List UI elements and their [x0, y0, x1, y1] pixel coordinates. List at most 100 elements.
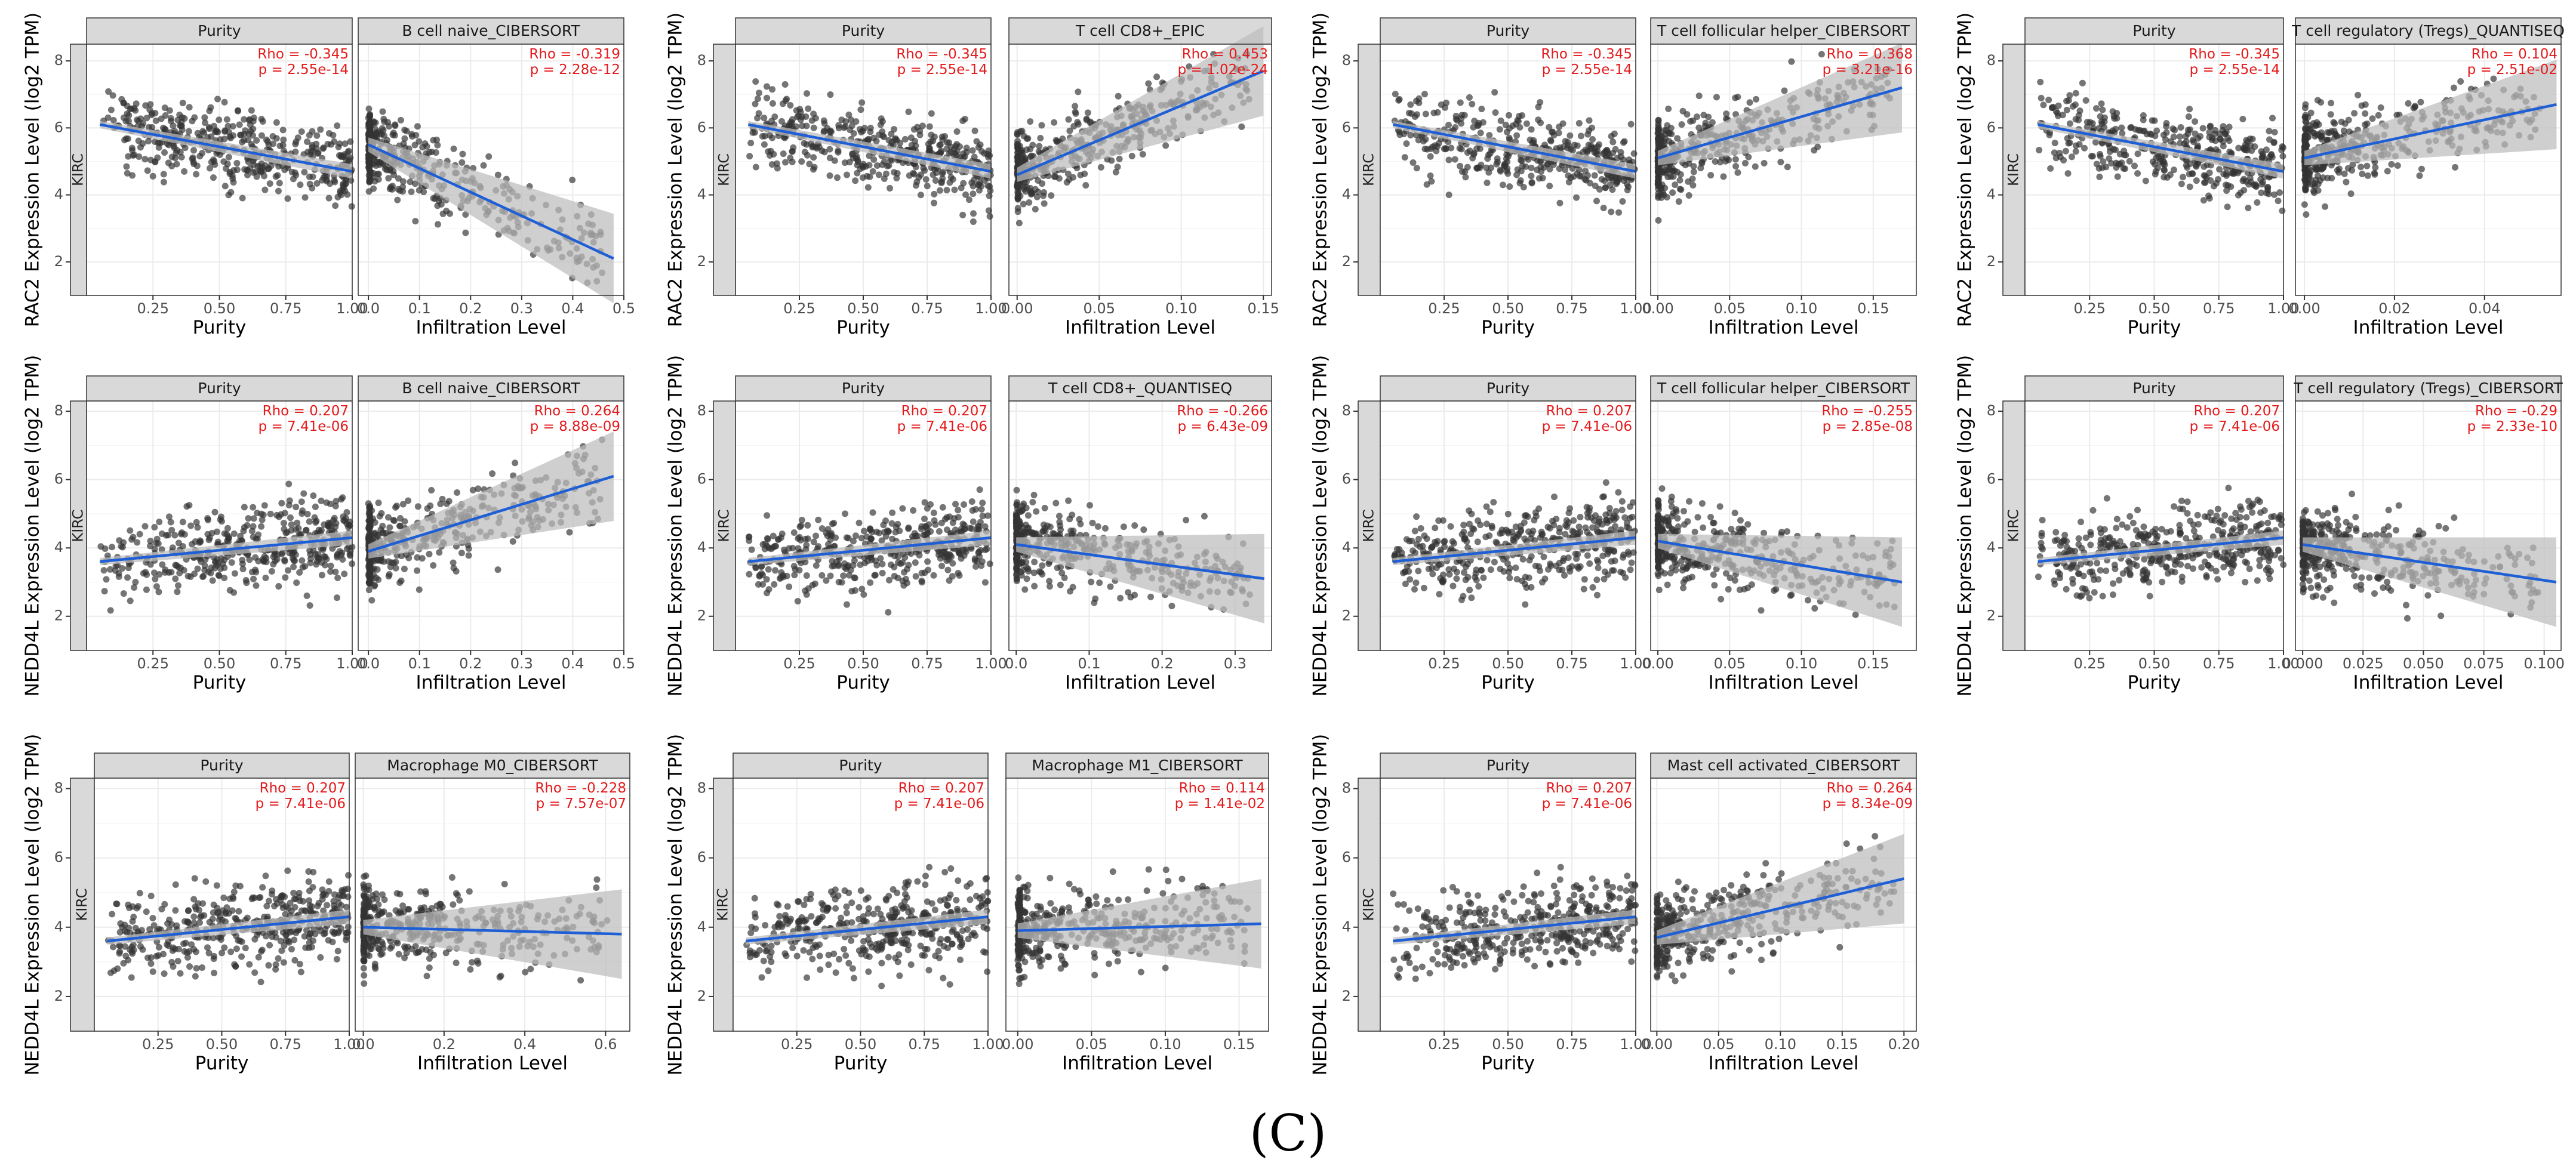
data-point — [1546, 183, 1553, 190]
data-point — [2418, 165, 2425, 172]
data-point — [2358, 102, 2365, 109]
data-point — [327, 568, 334, 575]
data-point — [2303, 211, 2310, 218]
data-point — [917, 192, 924, 199]
data-point — [2279, 207, 2286, 214]
data-point — [2099, 106, 2106, 113]
data-point — [2141, 128, 2148, 135]
data-point — [2359, 170, 2366, 177]
data-point — [2065, 140, 2072, 147]
data-point — [151, 569, 158, 576]
data-point — [191, 114, 198, 121]
data-point — [970, 190, 977, 198]
x-tick-label: 0.1 — [408, 655, 431, 672]
x-tick-label: 0.5 — [613, 655, 635, 672]
data-point — [1486, 132, 1493, 139]
x-tick-label: 0.1 — [408, 300, 431, 317]
y-tick-label: 4 — [697, 539, 706, 556]
confidence-band — [368, 137, 614, 304]
data-point — [2167, 138, 2174, 145]
data-point — [189, 154, 196, 161]
data-point — [241, 116, 248, 123]
data-point — [204, 515, 211, 522]
data-point — [787, 102, 794, 109]
data-point — [304, 138, 311, 146]
data-point — [912, 573, 919, 580]
data-point — [1403, 140, 1410, 147]
data-point — [365, 105, 373, 112]
data-point — [2258, 189, 2265, 196]
data-point — [2235, 169, 2242, 177]
data-point — [2122, 165, 2129, 172]
data-point — [390, 517, 397, 524]
data-point — [437, 501, 444, 508]
data-point — [2212, 137, 2219, 144]
data-point — [193, 171, 200, 178]
data-point — [190, 147, 197, 154]
data-point — [1464, 149, 1471, 156]
data-point — [812, 532, 820, 539]
data-point — [2240, 187, 2248, 194]
data-point — [2269, 153, 2276, 161]
data-point — [1528, 164, 1535, 171]
data-point — [1713, 94, 1720, 101]
data-point — [1655, 174, 1662, 181]
data-point — [794, 598, 801, 605]
data-point — [178, 529, 186, 536]
data-point — [2239, 116, 2246, 123]
data-point — [2038, 94, 2045, 101]
data-point — [804, 522, 811, 529]
data-point — [281, 526, 288, 533]
data-point — [127, 597, 134, 604]
data-point — [433, 136, 441, 143]
data-point — [1512, 121, 1519, 128]
data-point — [1654, 194, 1661, 201]
data-point — [1014, 144, 1021, 152]
data-point — [1427, 172, 1434, 179]
data-point — [2450, 84, 2457, 91]
data-point — [1488, 164, 1495, 171]
data-point — [1523, 120, 1530, 127]
data-point — [263, 136, 270, 143]
data-point — [972, 563, 980, 570]
data-point — [2243, 137, 2250, 144]
data-point — [214, 538, 221, 545]
data-point — [1075, 88, 1082, 95]
data-point — [879, 161, 886, 168]
data-point — [858, 585, 866, 593]
data-point — [366, 525, 373, 532]
data-point — [569, 177, 576, 184]
data-point — [372, 132, 379, 140]
data-point — [1666, 166, 1673, 174]
data-point — [2416, 172, 2423, 179]
data-point — [1695, 92, 1703, 100]
data-point — [886, 184, 893, 192]
data-point — [366, 112, 373, 119]
data-point — [2101, 114, 2108, 121]
y-tick-label: 4 — [697, 186, 706, 203]
data-point — [918, 577, 925, 584]
data-point — [2093, 105, 2100, 112]
data-point — [979, 513, 986, 520]
facet-title: T cell CD8+_EPIC — [1075, 22, 1205, 39]
data-point — [225, 128, 232, 135]
data-point — [375, 176, 382, 183]
data-point — [2269, 115, 2276, 122]
data-point — [971, 153, 978, 161]
data-point — [127, 527, 134, 534]
data-point — [1734, 169, 1741, 176]
data-point — [986, 560, 993, 568]
data-point — [208, 133, 215, 140]
data-point — [2134, 150, 2141, 158]
x-tick-label: 0.05 — [1084, 300, 1115, 317]
data-point — [494, 566, 501, 573]
data-point — [1145, 80, 1152, 87]
data-point — [2239, 177, 2246, 184]
data-point — [1445, 156, 1452, 164]
data-point — [1097, 164, 1104, 171]
data-point — [931, 133, 938, 140]
data-point — [1660, 189, 1667, 196]
